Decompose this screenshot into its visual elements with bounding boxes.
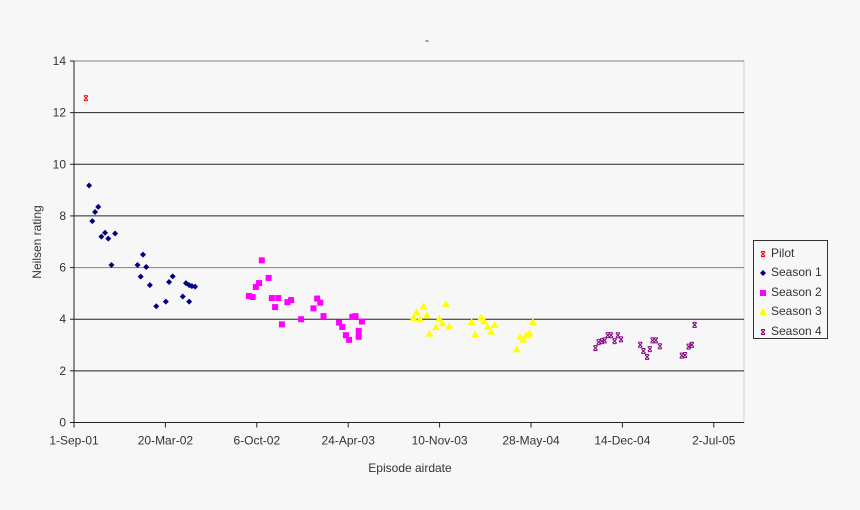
legend-label: Pilot	[771, 245, 795, 260]
x-tick-label: 6-Oct-02	[233, 434, 280, 448]
x-tick-label: 14-Dec-04	[594, 434, 650, 448]
x-tick-label: 10-Nov-03	[412, 434, 468, 448]
axes	[73, 61, 744, 428]
legend-item-season-3: Season 3	[758, 302, 827, 322]
x-axis-title: Episode airdate	[368, 461, 452, 475]
y-tick-labels: 0 2 4 6 8 10 12 14	[53, 54, 67, 430]
x-tick-label: 24-Apr-03	[322, 434, 376, 448]
triangle-marker-icon	[758, 306, 768, 316]
x-tick-label: 1-Sep-01	[49, 434, 99, 448]
legend-item-pilot: Pilot	[758, 243, 827, 263]
legend-label: Season 4	[771, 323, 822, 338]
chart-title: -	[425, 33, 429, 47]
x-tick-labels: 1-Sep-01 20-Mar-02 6-Oct-02 24-Apr-03 10-Nov…	[49, 434, 735, 448]
y-tick-label: 6	[59, 261, 66, 275]
y-tick-label: 4	[59, 312, 66, 326]
y-tick-label: 12	[53, 106, 67, 120]
data-points	[83, 95, 697, 360]
series-pilot	[83, 95, 89, 102]
diamond-marker-icon	[758, 267, 768, 277]
y-axis-title: Neilsen rating	[30, 205, 44, 278]
y-tick-label: 0	[59, 416, 66, 430]
series-season-4	[593, 321, 697, 360]
gridlines	[70, 60, 744, 423]
x-tick-label: 28-May-04	[502, 434, 560, 448]
square-marker-icon	[758, 287, 768, 297]
y-tick-label: 8	[59, 209, 66, 223]
star-marker-icon	[758, 248, 768, 258]
legend-label: Season 1	[771, 265, 822, 280]
legend-item-season-2: Season 2	[758, 282, 827, 302]
legend-label: Season 3	[771, 304, 822, 319]
legend-item-season-1: Season 1	[758, 263, 827, 283]
y-tick-label: 2	[59, 364, 66, 378]
legend-label: Season 2	[771, 284, 822, 299]
y-tick-label: 14	[53, 54, 67, 68]
plot-area	[73, 60, 745, 423]
y-tick-label: 10	[53, 157, 67, 171]
series-season-3	[409, 300, 537, 353]
x-tick-label: 2-Jul-05	[692, 434, 736, 448]
legend: Pilot Season 1 Season 2 Season 3 Season …	[753, 240, 828, 339]
star-marker-icon	[758, 326, 768, 336]
series-season-1	[86, 182, 199, 310]
x-tick-label: 20-Mar-02	[138, 434, 194, 448]
legend-item-season-4: Season 4	[758, 321, 827, 341]
series-season-2	[246, 257, 365, 343]
